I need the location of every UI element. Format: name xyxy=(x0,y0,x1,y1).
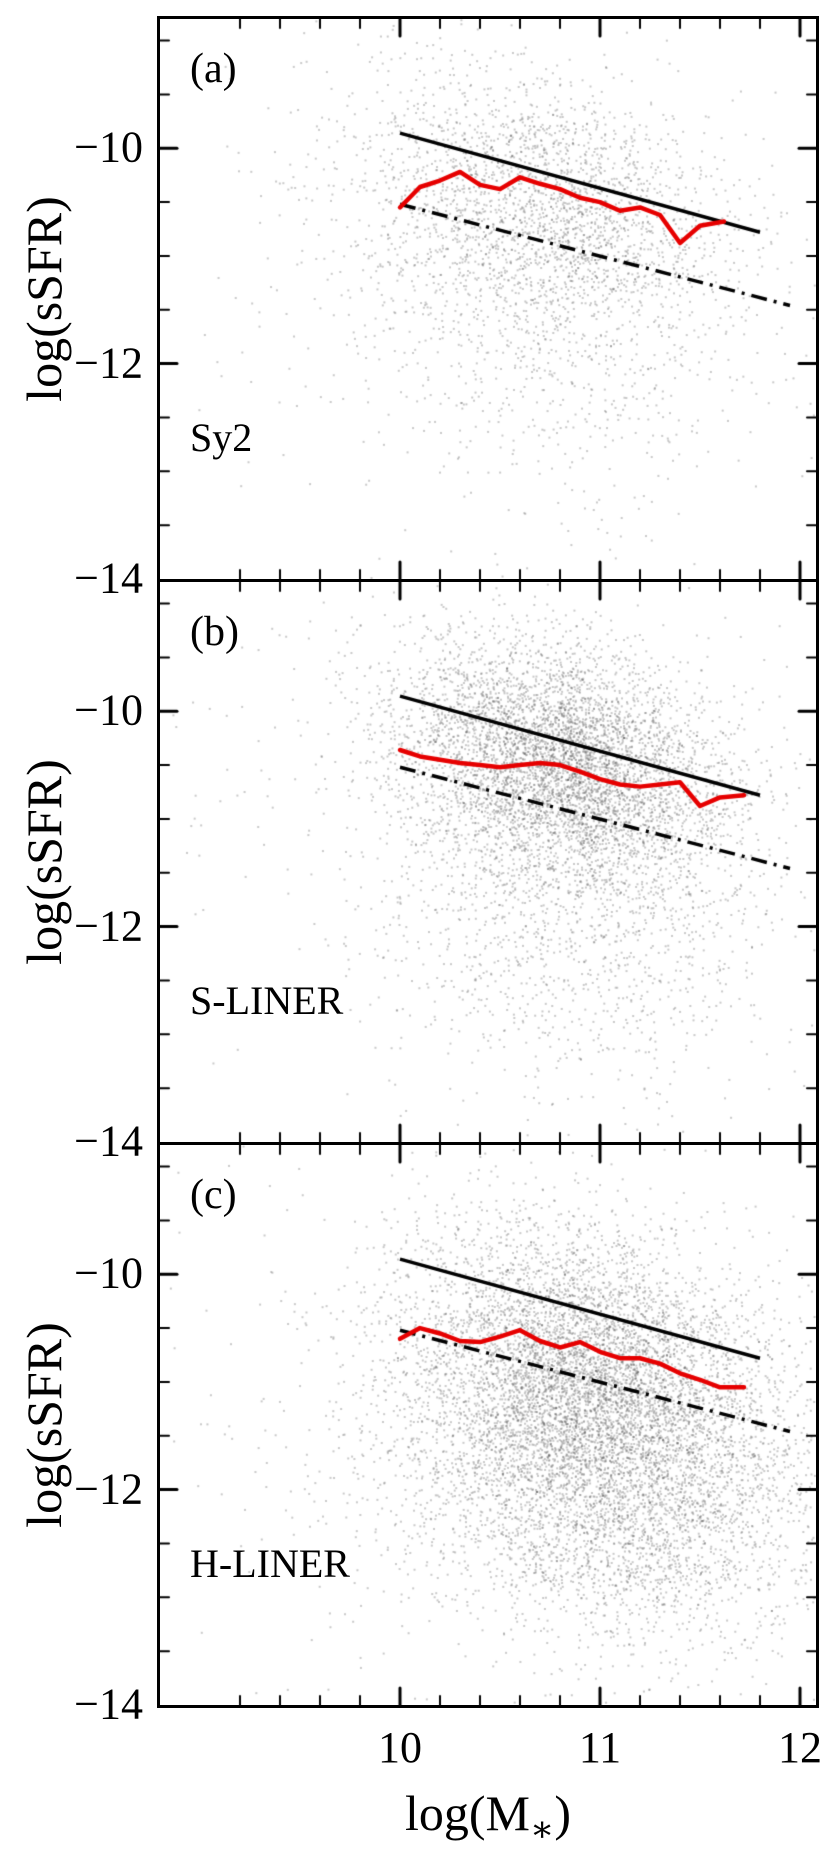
y-tick-label: −10 xyxy=(74,685,143,735)
panel-label-c: (c) xyxy=(190,1172,237,1218)
panel-b: (b) S-LINER xyxy=(157,579,819,1145)
x-axis-label-prefix: log(M xyxy=(404,1785,530,1841)
x-tick-label-11: 11 xyxy=(578,1723,622,1772)
sample-label-sy2: Sy2 xyxy=(190,415,253,460)
sample-label-s-liner: S-LINER xyxy=(190,978,344,1023)
y-tick-label: −14 xyxy=(74,1679,143,1729)
y-tick-label: −14 xyxy=(74,553,143,603)
x-tick-label-12: 12 xyxy=(778,1723,822,1772)
x-axis-label: log(M∗) xyxy=(405,1784,571,1850)
x-axis-label-suffix: ) xyxy=(554,1785,572,1841)
y-tick-label: −12 xyxy=(74,901,143,951)
x-axis-label-subscript: ∗ xyxy=(529,1809,555,1849)
scatter-canvas-c xyxy=(160,1145,816,1705)
panel-label-a: (a) xyxy=(190,46,237,92)
y-tick-label: −12 xyxy=(74,1464,143,1514)
panel-c: (c) H-LINER xyxy=(157,1142,819,1708)
y-tick-label: −10 xyxy=(74,1248,143,1298)
x-tick-label-10: 10 xyxy=(378,1723,422,1772)
y-tick-label: −12 xyxy=(74,338,143,388)
panel-a: (a) Sy2 xyxy=(157,16,819,582)
y-tick-label: −14 xyxy=(74,1116,143,1166)
scatter-canvas-a xyxy=(160,19,816,579)
panel-label-b: (b) xyxy=(190,609,239,655)
y-tick-label: −10 xyxy=(74,122,143,172)
scatter-canvas-b xyxy=(160,582,816,1142)
sample-label-h-liner: H-LINER xyxy=(190,1541,350,1586)
